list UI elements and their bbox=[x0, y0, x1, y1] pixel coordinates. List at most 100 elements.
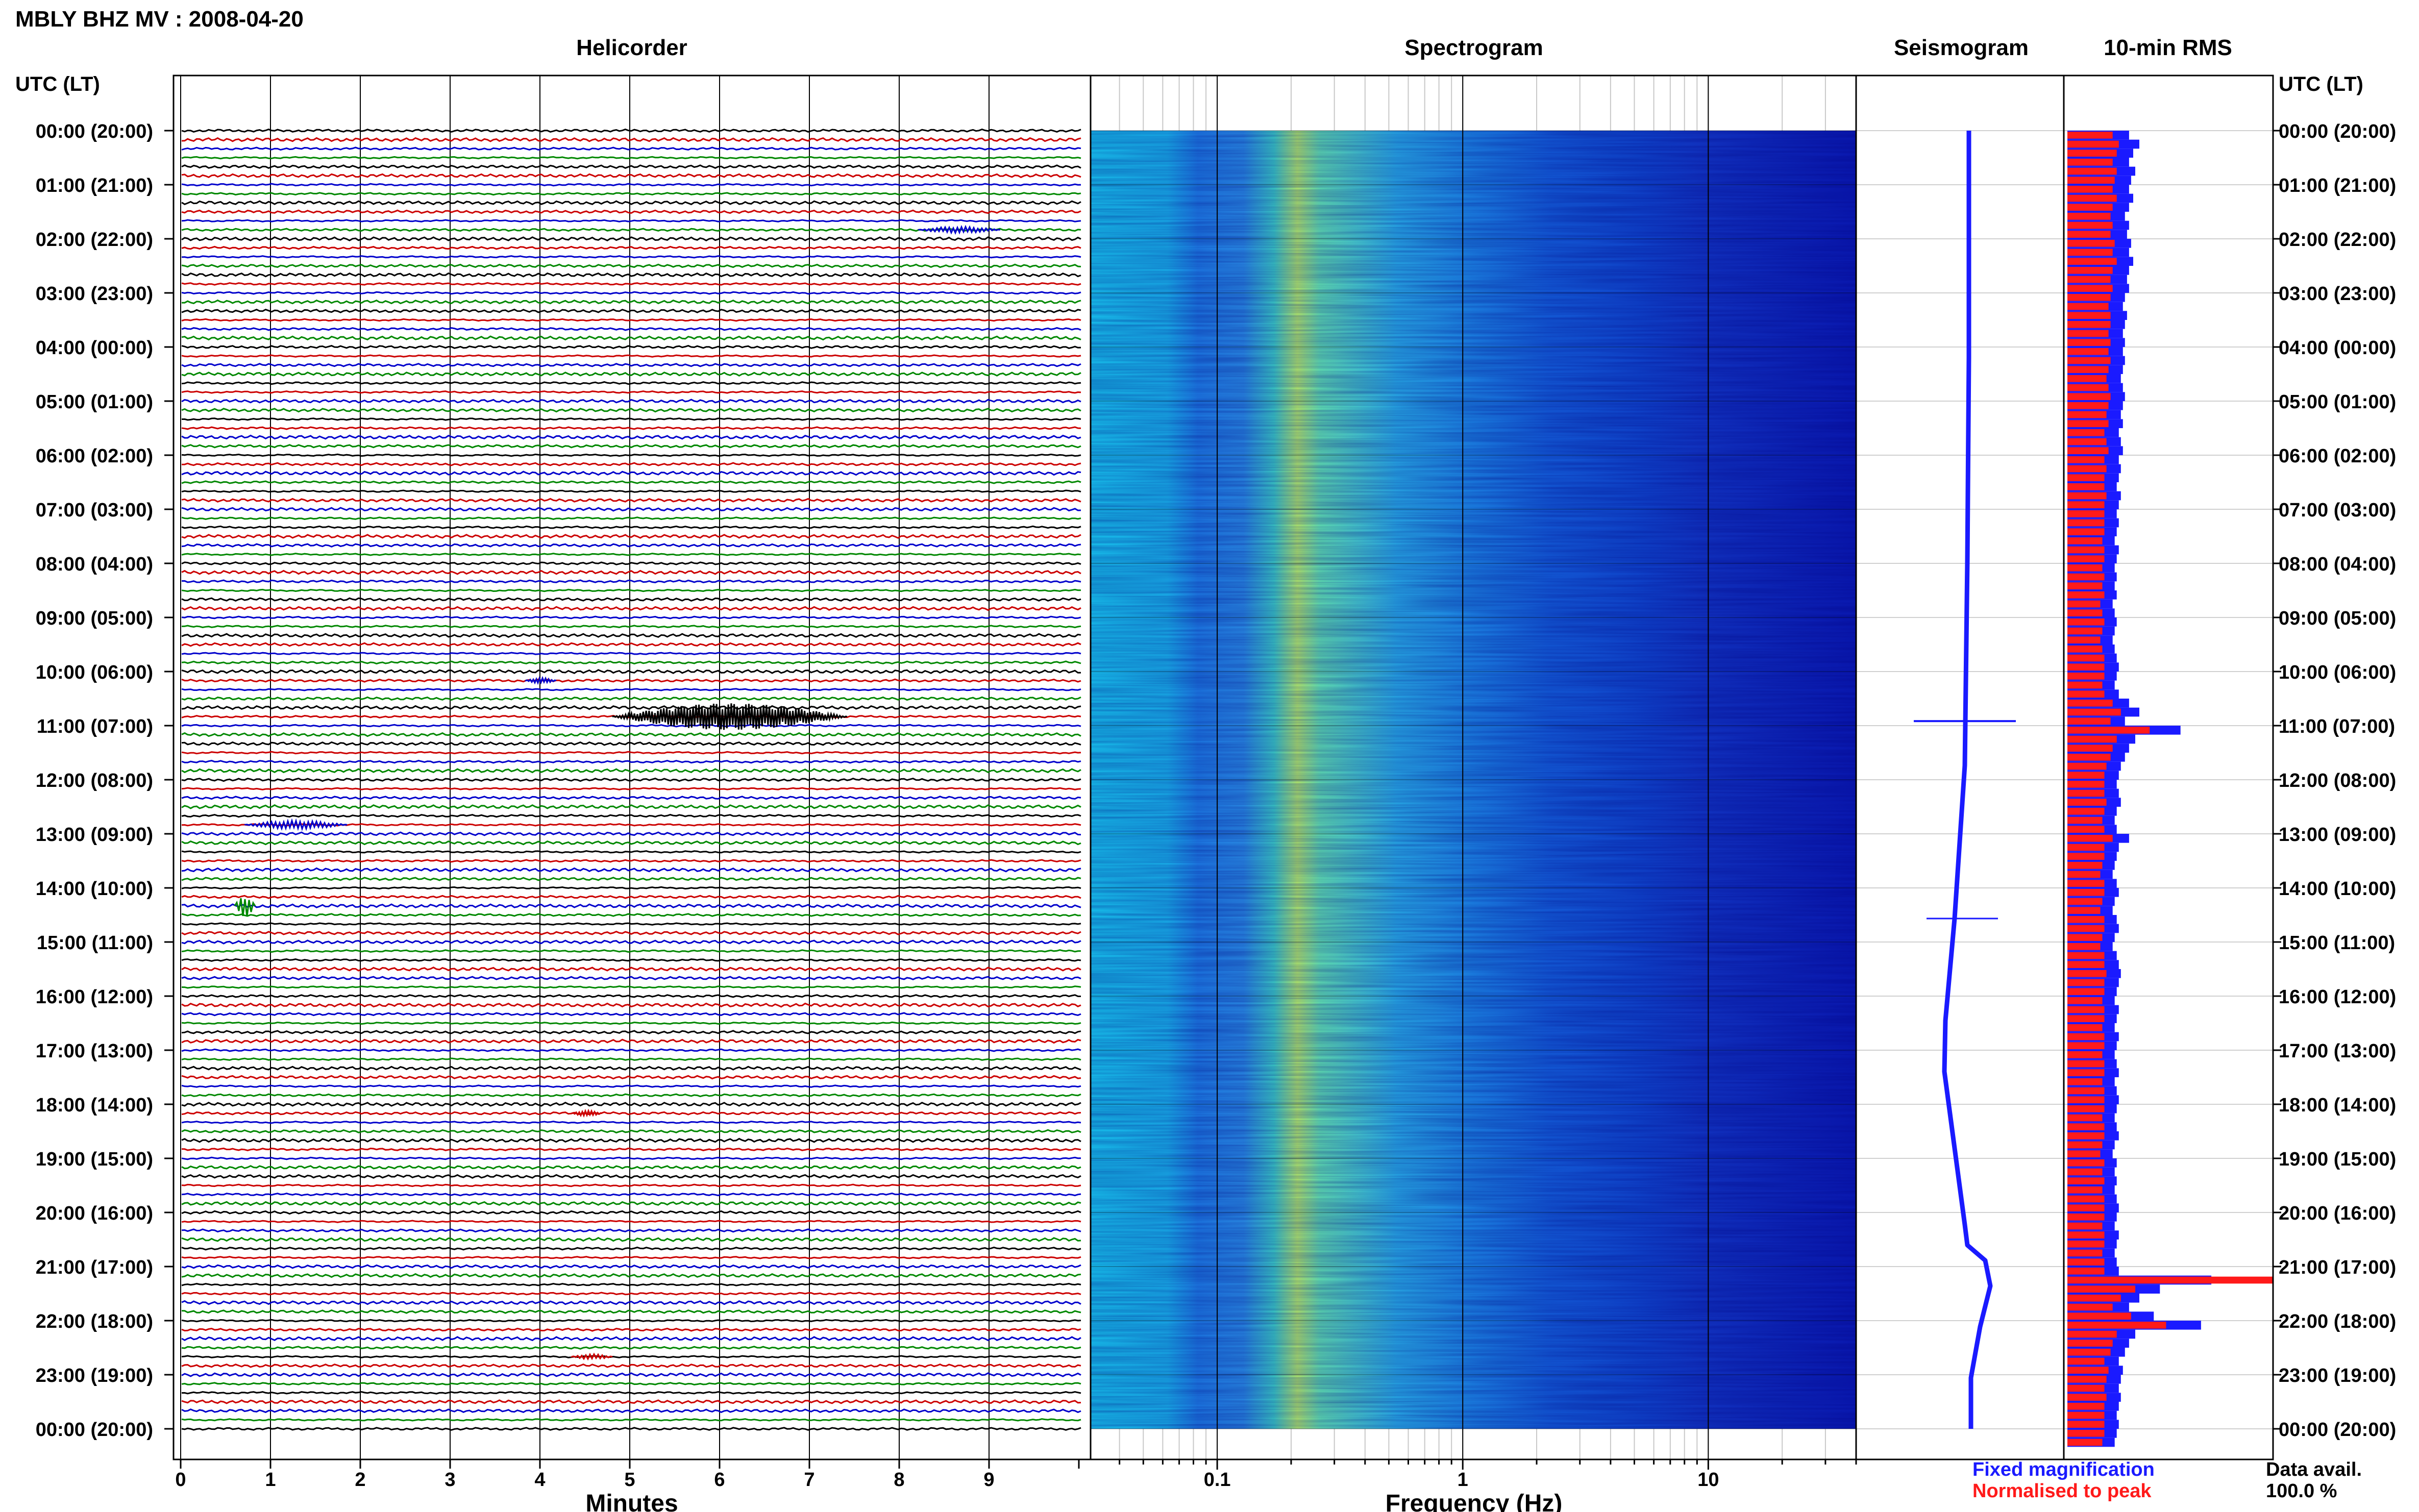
helicorder-trace bbox=[181, 1236, 1081, 1242]
time-tick-label-left: 08:00 (04:00) bbox=[36, 554, 153, 575]
rms-normalised-bar bbox=[2067, 772, 2105, 779]
minute-tick-label: 2 bbox=[355, 1469, 365, 1491]
helicorder-trace bbox=[181, 327, 1081, 331]
rms-normalised-bar bbox=[2067, 501, 2105, 508]
rms-normalised-bar bbox=[2067, 1258, 2105, 1266]
helicorder-trace bbox=[181, 534, 1081, 539]
rms-normalised-bar bbox=[2067, 654, 2105, 662]
rms-normalised-bar bbox=[2067, 474, 2105, 481]
rms-normalised-bar bbox=[2067, 591, 2105, 599]
rms-normalised-bar bbox=[2067, 681, 2103, 689]
helicorder-trace bbox=[181, 183, 1081, 187]
time-tick-label-right: 10:00 (06:00) bbox=[2279, 662, 2396, 683]
rms-normalised-bar bbox=[2067, 159, 2113, 166]
rms-normalised-bar bbox=[2067, 916, 2105, 923]
helicorder-trace bbox=[181, 308, 1081, 313]
helicorder-event-signal bbox=[525, 676, 557, 685]
rms-normalised-bar bbox=[2067, 835, 2113, 842]
rms-normalised-bar bbox=[2067, 402, 2109, 409]
time-tick-label-left: 07:00 (03:00) bbox=[36, 500, 153, 521]
time-tick-label-left: 14:00 (10:00) bbox=[36, 878, 153, 900]
time-tick-label-right: 22:00 (18:00) bbox=[2279, 1311, 2396, 1332]
helicorder-trace bbox=[181, 228, 1081, 232]
helicorder-trace bbox=[181, 1111, 1081, 1116]
rms-normalised-bar bbox=[2067, 1033, 2105, 1040]
helicorder-trace bbox=[181, 1220, 1081, 1223]
helicorder-trace bbox=[181, 813, 1081, 818]
helicorder-trace bbox=[181, 561, 1081, 565]
frequency-axis-label: Frequency (Hz) bbox=[1386, 1490, 1563, 1512]
rms-normalised-bar bbox=[2067, 348, 2109, 355]
time-ticks-left: 00:00 (20:00) 01:00 (21:00) 02:00 (22:00) 0… bbox=[36, 121, 174, 1441]
helicorder-trace bbox=[181, 1256, 1081, 1259]
spectrogram-grid bbox=[1091, 76, 1857, 1459]
rms-normalised-bar bbox=[2067, 1295, 2121, 1302]
helicorder-trace bbox=[181, 1246, 1081, 1251]
helicorder-trace bbox=[181, 489, 1081, 493]
helicorder-trace bbox=[181, 1183, 1081, 1187]
rms-normalised-bar bbox=[2067, 970, 2107, 977]
rms-normalised-bar bbox=[2067, 618, 2105, 626]
data-avail-value: 100.0 % bbox=[2266, 1480, 2337, 1502]
rms-normalised-bar bbox=[2067, 1384, 2105, 1392]
seismogram-title: Seismogram bbox=[1894, 35, 2029, 60]
rms-normalised-bar bbox=[2067, 194, 2117, 202]
rms-normalised-bar bbox=[2067, 510, 2105, 517]
helicorder-trace bbox=[181, 1137, 1081, 1143]
rms-normalised-bar bbox=[2067, 393, 2111, 400]
time-tick-label-left: 17:00 (13:00) bbox=[36, 1040, 153, 1062]
helicorder-trace bbox=[181, 1084, 1081, 1088]
helicorder-trace bbox=[181, 299, 1081, 305]
rms-normalised-bar bbox=[2067, 1276, 2273, 1284]
helicorder-trace bbox=[181, 642, 1081, 647]
helicorder-trace bbox=[181, 732, 1081, 737]
time-tick-label-left: 21:00 (17:00) bbox=[36, 1257, 153, 1278]
rms-normalised-bar bbox=[2067, 1303, 2113, 1311]
rms-normalised-bar bbox=[2067, 267, 2113, 274]
time-tick-label-right: 16:00 (12:00) bbox=[2279, 986, 2396, 1008]
helicorder-trace bbox=[181, 741, 1081, 746]
minute-tick-label: 0 bbox=[175, 1469, 186, 1491]
rms-normalised-bar bbox=[2067, 1042, 2105, 1049]
helicorder-trace bbox=[181, 877, 1081, 881]
time-tick-label-right: 04:00 (00:00) bbox=[2279, 337, 2396, 359]
time-tick-label-right: 21:00 (17:00) bbox=[2279, 1257, 2396, 1278]
time-tick-label-left: 16:00 (12:00) bbox=[36, 986, 153, 1008]
rms-normalised-bar bbox=[2067, 384, 2109, 391]
rms-fixed-bars bbox=[2067, 131, 2212, 1447]
time-tick-label-right: 18:00 (14:00) bbox=[2279, 1095, 2396, 1116]
rms-normalised-bar bbox=[2067, 762, 2107, 770]
rms-normalised-bar bbox=[2067, 988, 2105, 995]
time-tick-label-left: 20:00 (16:00) bbox=[36, 1203, 153, 1224]
spectrogram-title: Spectrogram bbox=[1404, 35, 1543, 60]
helicorder-trace bbox=[181, 1372, 1081, 1377]
rms-normalised-bar bbox=[2067, 546, 2105, 554]
rms-normalised-bar bbox=[2067, 285, 2113, 292]
helicorder-trace bbox=[181, 1309, 1081, 1314]
rms-normalised-bar bbox=[2067, 816, 2103, 824]
helicorder-trace bbox=[181, 1156, 1081, 1160]
helicorder-trace bbox=[181, 399, 1081, 404]
data-avail-label: Data avail. bbox=[2266, 1459, 2362, 1480]
helicorder-trace bbox=[181, 1382, 1081, 1386]
helicorder-trace bbox=[181, 660, 1081, 665]
rms-normalised-bar bbox=[2067, 789, 2105, 797]
rms-normalised-bar bbox=[2067, 727, 2150, 734]
rms-normalised-bar bbox=[2067, 150, 2117, 157]
helicorder-trace bbox=[181, 543, 1081, 548]
rms-normalised-bar bbox=[2067, 177, 2115, 184]
rms-normalised-bar bbox=[2067, 456, 2105, 463]
rms-normalised-bar bbox=[2067, 997, 2103, 1004]
legend-normalised-to-peak: Normalised to peak bbox=[1972, 1480, 2152, 1502]
helicorder-trace bbox=[181, 976, 1081, 981]
rms-normalised-bar bbox=[2067, 294, 2111, 301]
helicorder-trace bbox=[181, 1057, 1081, 1061]
time-tick-label-left: 12:00 (08:00) bbox=[36, 770, 153, 791]
minute-tick-label: 7 bbox=[804, 1469, 814, 1491]
helicorder-trace bbox=[181, 705, 1081, 710]
rms-normalised-bar bbox=[2067, 1330, 2117, 1338]
helicorder-trace bbox=[181, 381, 1081, 385]
helicorder-trace bbox=[181, 209, 1081, 214]
rms-normalised-bar bbox=[2067, 1069, 2105, 1076]
helicorder-trace bbox=[181, 668, 1081, 675]
